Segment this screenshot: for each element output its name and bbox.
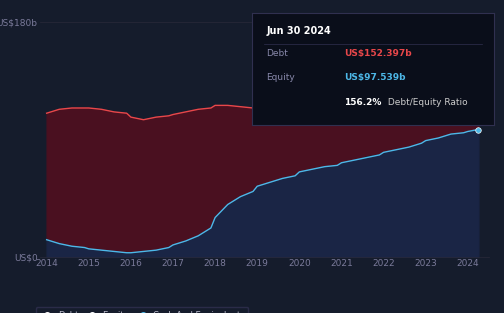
Text: 156.2%: 156.2% xyxy=(344,98,382,107)
Text: US$152.397b: US$152.397b xyxy=(344,49,412,58)
Text: Debt: Debt xyxy=(267,49,288,58)
Text: Debt/Equity Ratio: Debt/Equity Ratio xyxy=(385,98,468,107)
Legend: Debt, Equity, Cash And Equivalents: Debt, Equity, Cash And Equivalents xyxy=(35,307,248,313)
Text: US$97.539b: US$97.539b xyxy=(344,73,405,82)
Text: Jun 30 2024: Jun 30 2024 xyxy=(267,26,331,36)
Text: Equity: Equity xyxy=(267,73,295,82)
